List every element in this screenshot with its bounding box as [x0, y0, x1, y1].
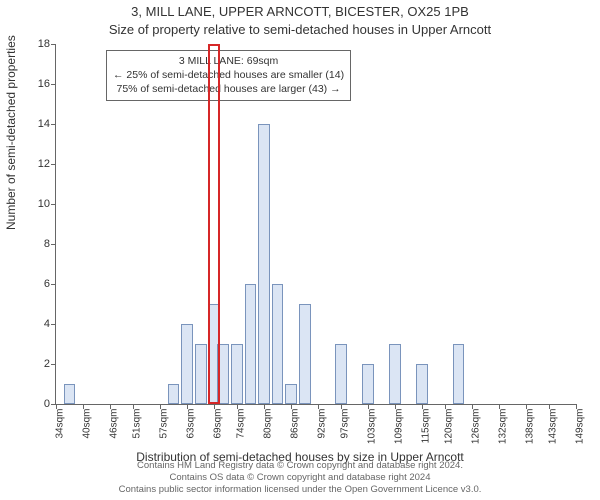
y-tick [51, 324, 56, 325]
y-tick-label: 6 [28, 278, 50, 290]
x-tick-label: 40sqm [82, 409, 93, 439]
x-tick-label: 69sqm [213, 409, 224, 439]
histogram-bar [245, 284, 257, 404]
x-tick-label: 138sqm [525, 409, 536, 445]
footnote-line3: Contains public sector information licen… [0, 484, 600, 496]
x-tick-label: 120sqm [443, 409, 454, 445]
annotation-line3: 75% of semi-detached houses are larger (… [113, 82, 344, 96]
histogram-bar [258, 124, 270, 404]
y-tick [51, 124, 56, 125]
y-axis-label: Number of semi-detached properties [4, 35, 18, 230]
y-tick [51, 284, 56, 285]
y-tick-label: 16 [28, 78, 50, 90]
x-tick-label: 126sqm [471, 409, 482, 445]
y-tick-label: 8 [28, 238, 50, 250]
x-tick-label: 103sqm [367, 409, 378, 445]
x-tick-label: 132sqm [498, 409, 509, 445]
footnote-line2: Contains OS data © Crown copyright and d… [0, 472, 600, 484]
y-tick [51, 84, 56, 85]
x-tick-label: 63sqm [186, 409, 197, 439]
x-tick-label: 92sqm [317, 409, 328, 439]
histogram-bar [335, 344, 347, 404]
y-tick-label: 12 [28, 158, 50, 170]
y-tick-label: 0 [28, 398, 50, 410]
histogram-bar [272, 284, 284, 404]
footnote: Contains HM Land Registry data © Crown c… [0, 460, 600, 496]
x-tick-label: 80sqm [263, 409, 274, 439]
x-tick-label: 143sqm [547, 409, 558, 445]
y-tick-label: 2 [28, 358, 50, 370]
histogram-bar [64, 384, 76, 404]
chart-title-line1: 3, MILL LANE, UPPER ARNCOTT, BICESTER, O… [0, 4, 600, 19]
histogram-bar [362, 364, 374, 404]
annotation-line1: 3 MILL LANE: 69sqm [113, 54, 344, 68]
x-tick-label: 51sqm [131, 409, 142, 439]
y-tick [51, 164, 56, 165]
y-tick-label: 14 [28, 118, 50, 130]
x-tick-label: 74sqm [235, 409, 246, 439]
histogram-bar [168, 384, 180, 404]
y-tick-label: 4 [28, 318, 50, 330]
x-tick-label: 109sqm [394, 409, 405, 445]
histogram-bar [389, 344, 401, 404]
y-tick [51, 244, 56, 245]
histogram-bar [416, 364, 428, 404]
histogram-bar [231, 344, 243, 404]
y-tick-label: 18 [28, 38, 50, 50]
x-tick-label: 86sqm [290, 409, 301, 439]
y-tick [51, 44, 56, 45]
chart-title-line2: Size of property relative to semi-detach… [0, 22, 600, 37]
x-tick-label: 46sqm [109, 409, 120, 439]
plot-area: 3 MILL LANE: 69sqm ← 25% of semi-detache… [55, 44, 576, 405]
highlight-marker [208, 44, 220, 404]
annotation-box: 3 MILL LANE: 69sqm ← 25% of semi-detache… [106, 50, 351, 101]
x-tick-label: 34sqm [55, 409, 66, 439]
histogram-bar [299, 304, 311, 404]
chart-container: 3, MILL LANE, UPPER ARNCOTT, BICESTER, O… [0, 0, 600, 500]
histogram-bar [453, 344, 465, 404]
footnote-line1: Contains HM Land Registry data © Crown c… [0, 460, 600, 472]
x-tick-label: 149sqm [575, 409, 586, 445]
x-tick-label: 57sqm [159, 409, 170, 439]
x-tick-label: 115sqm [421, 409, 432, 444]
annotation-line2: ← 25% of semi-detached houses are smalle… [113, 68, 344, 82]
histogram-bar [181, 324, 193, 404]
histogram-bar [285, 384, 297, 404]
histogram-bar [195, 344, 207, 404]
x-tick-label: 97sqm [339, 409, 350, 439]
y-tick [51, 204, 56, 205]
y-tick [51, 364, 56, 365]
y-tick-label: 10 [28, 198, 50, 210]
